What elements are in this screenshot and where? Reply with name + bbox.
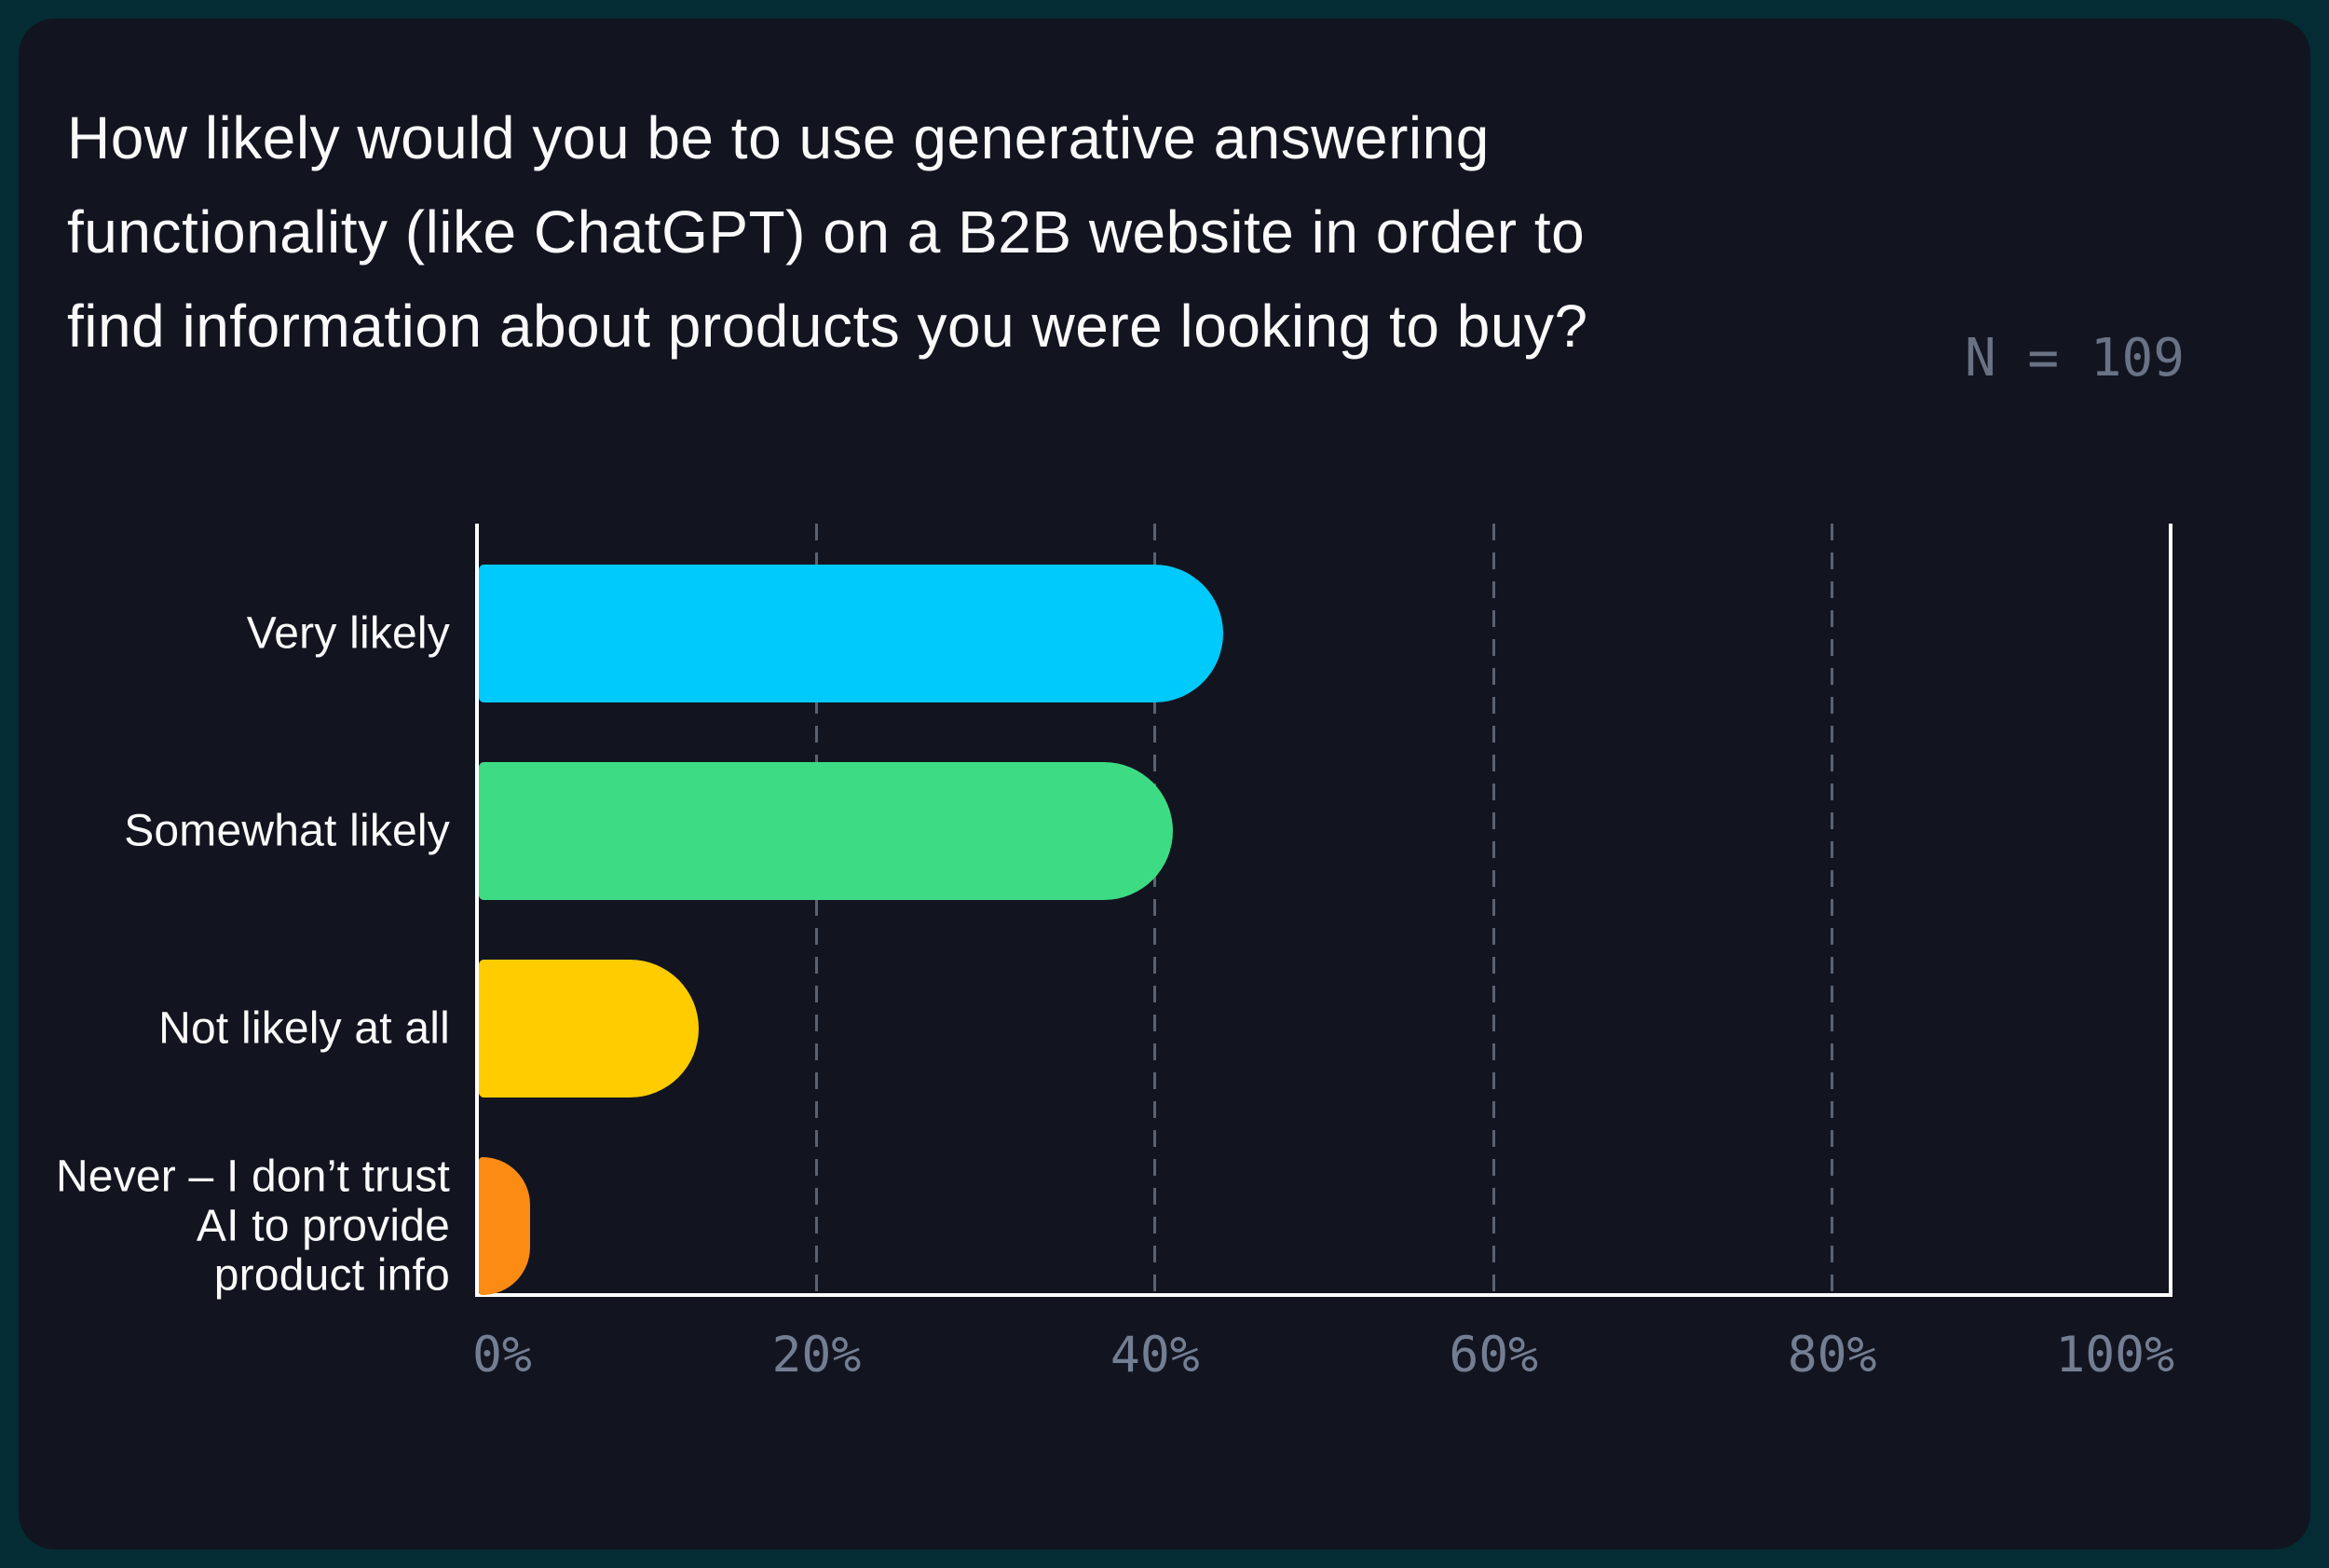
category-label: Not likely at all bbox=[0, 1004, 450, 1054]
category-label-line: Somewhat likely bbox=[124, 806, 450, 856]
bar-somewhat-likely bbox=[479, 762, 1173, 900]
y-axis-line bbox=[475, 524, 479, 1297]
chart-title: How likely would you be to use generativ… bbox=[67, 91, 1912, 374]
chart-title-line: find information about products you were… bbox=[67, 293, 1588, 360]
plot-area bbox=[478, 524, 2171, 1295]
x-tick-label-100: 100% bbox=[2055, 1327, 2174, 1384]
x-tick-label-60: 60% bbox=[1449, 1327, 1539, 1384]
sample-size-label: N = 109 bbox=[1964, 328, 2185, 389]
x-tick-label-20: 20% bbox=[771, 1327, 862, 1384]
category-label-line: product info bbox=[213, 1250, 450, 1301]
category-label-line: AI to provide bbox=[196, 1201, 450, 1251]
x-axis-line bbox=[475, 1293, 2172, 1297]
gridline-60 bbox=[1491, 524, 1495, 1295]
bar-never-i-don-t-trust-ai-to-provide-product-info bbox=[479, 1157, 530, 1295]
gridline-40 bbox=[1153, 524, 1157, 1295]
bar-very-likely bbox=[479, 565, 1223, 702]
bar-not-likely-at-all bbox=[479, 960, 699, 1098]
gridline-80 bbox=[1831, 524, 1834, 1295]
gridline-20 bbox=[814, 524, 818, 1295]
category-label-line: Never – I don’t trust bbox=[55, 1152, 450, 1202]
x-tick-label-40: 40% bbox=[1110, 1327, 1200, 1384]
category-label-line: Not likely at all bbox=[158, 1003, 450, 1054]
x-tick-label-80: 80% bbox=[1787, 1327, 1877, 1384]
chart-title-line: How likely would you be to use generativ… bbox=[67, 104, 1490, 171]
chart-title-line: functionality (like ChatGPT) on a B2B we… bbox=[67, 198, 1586, 266]
category-label: Very likely bbox=[0, 609, 450, 659]
x-tick-label-0: 0% bbox=[472, 1327, 532, 1384]
category-label: Never – I don’t trust AI to provide produc… bbox=[0, 1152, 450, 1301]
right-boundary-line bbox=[2169, 524, 2172, 1297]
category-label-line: Very likely bbox=[246, 608, 450, 659]
category-label: Somewhat likely bbox=[0, 807, 450, 856]
